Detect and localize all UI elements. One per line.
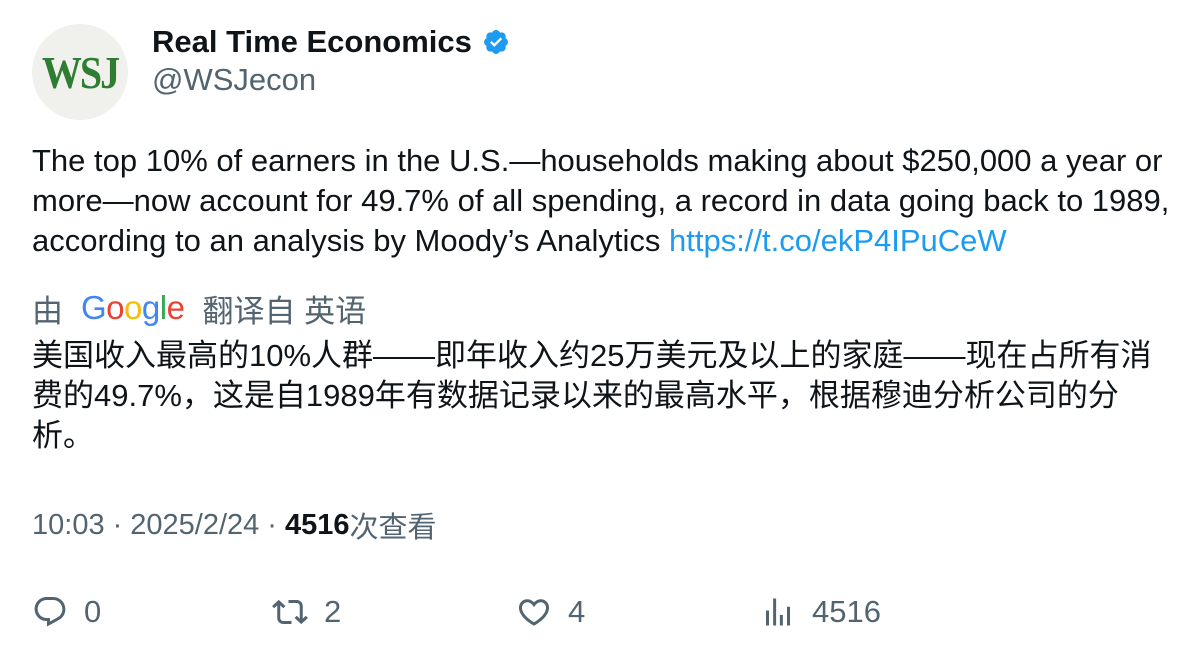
google-logo: Google xyxy=(81,289,185,326)
reply-button[interactable]: 0 xyxy=(32,588,101,636)
heart-icon xyxy=(518,599,550,626)
reply-icon xyxy=(34,597,66,627)
reply-count: 0 xyxy=(84,594,102,629)
action-bar: 0 2 4 4516 xyxy=(32,588,1182,636)
repost-icon xyxy=(272,599,308,625)
tweet-text: The top 10% of earners in the U.S.—house… xyxy=(32,141,1182,261)
meta-separator: · xyxy=(267,508,277,541)
repost-count: 2 xyxy=(324,594,342,629)
tweet-date[interactable]: 2025/2/24 xyxy=(130,508,260,541)
views-label: 次查看 xyxy=(349,512,437,544)
translated-text: 美国收入最高的10%人群——即年收入约25万美元及以上的家庭——现在占所有消费的… xyxy=(32,338,1152,453)
tweet-time[interactable]: 10:03 xyxy=(32,508,105,541)
meta-separator: · xyxy=(112,508,123,541)
wsj-logo: WSJ xyxy=(41,46,120,98)
tweet-body: The top 10% of earners in the U.S.—house… xyxy=(32,143,1170,258)
translated-from-language: 翻译自 英语 xyxy=(202,293,367,329)
views-count: 4516 xyxy=(284,508,350,541)
translation-attribution: 由 Google 翻译自 英语 xyxy=(32,286,366,330)
views-chart-icon xyxy=(766,598,790,626)
repost-button[interactable]: 2 xyxy=(272,588,341,636)
author-block: Real Time Economics @WSJecon xyxy=(152,22,510,98)
like-button[interactable]: 4 xyxy=(516,588,585,636)
avatar[interactable]: WSJ xyxy=(32,24,128,120)
like-count: 4 xyxy=(568,594,586,629)
translated-by-prefix: 由 xyxy=(32,293,63,329)
display-name[interactable]: Real Time Economics xyxy=(152,24,472,59)
views-action-count: 4516 xyxy=(812,594,881,629)
user-handle[interactable]: @WSJecon xyxy=(152,62,317,97)
name-row: Real Time Economics xyxy=(152,22,510,62)
views-button[interactable]: 4516 xyxy=(760,588,881,636)
tweet-meta: 10:03 · 2025/2/24 · 4516 次查看 xyxy=(32,504,436,546)
verified-badge-icon xyxy=(483,30,508,54)
tweet-link[interactable]: https://t.co/ekP4IPuCeW xyxy=(668,223,1007,258)
